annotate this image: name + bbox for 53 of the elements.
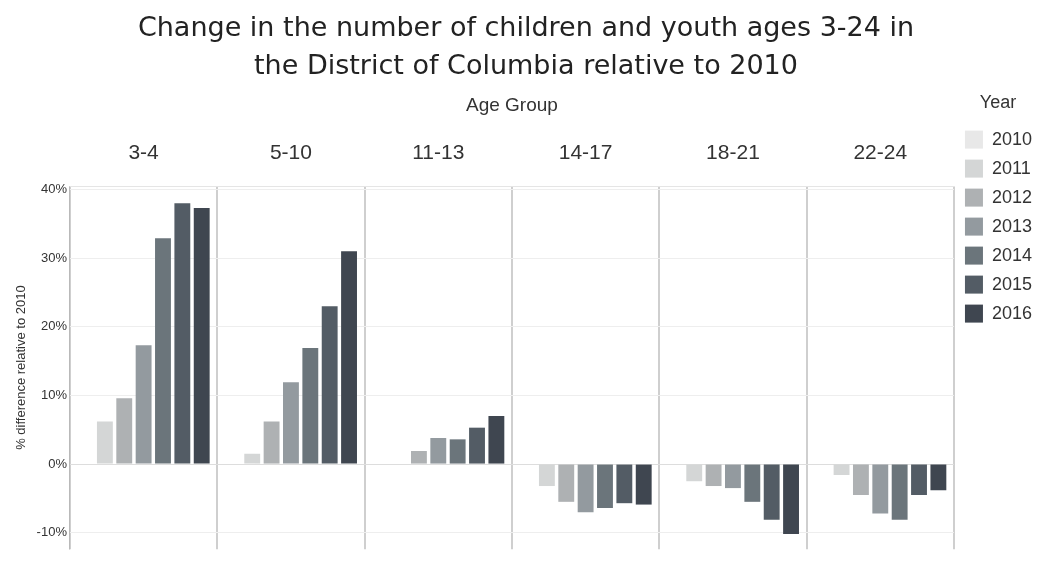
bar [469,427,485,464]
bar [891,464,908,520]
legend-label: 2015 [991,273,1032,294]
bar [577,464,594,513]
bar [302,348,319,464]
legend-title: Year [979,91,1017,112]
bar [410,451,427,464]
y-tick-label: -10% [36,524,68,540]
legend-label: 2013 [991,215,1032,236]
bar [174,203,191,464]
x-tick-label: 22-24 [853,140,908,164]
x-tick-label: 18-21 [706,140,760,164]
bar [135,345,152,464]
bar [930,464,947,491]
y-tick-label: 10% [40,386,68,402]
bar [635,464,652,505]
bar [705,464,722,487]
bar [744,464,761,502]
x-tick-label: 11-13 [412,140,465,164]
bar [852,464,869,495]
legend-label: 2014 [991,244,1032,265]
bar [341,251,357,464]
bar [597,464,613,509]
x-axis-title: Age Group [466,93,558,115]
bar [872,464,889,514]
bar [283,382,299,464]
bar [783,464,799,535]
bar [321,306,338,464]
bar [193,207,210,464]
bar [558,464,575,502]
legend-label: 2010 [991,128,1032,149]
y-axis-title: % difference relative to 2010 [13,285,29,450]
bar [616,464,633,504]
bar [263,421,280,464]
x-tick-label: 5-10 [269,140,312,164]
bar [911,464,927,495]
x-tick-label: 3-4 [128,140,160,164]
y-tick-label: 30% [40,249,68,265]
bar [725,464,741,489]
bar [763,464,780,520]
y-tick-label: 20% [40,318,68,334]
legend-label: 2012 [991,186,1032,207]
chart-title: Change in the number of children and youth ages 3-24 in the District of Columbia relative to 2010 [136,10,916,82]
bar [488,416,505,464]
y-tick-label: 0% [48,455,68,471]
legend-label: 2011 [991,157,1031,178]
bar [430,437,447,464]
bar [116,398,133,464]
x-tick-label: 14-17 [558,140,613,164]
legend-label: 2016 [991,302,1032,323]
bar [449,439,466,464]
bar [155,238,171,464]
y-tick-label: 40% [40,181,68,197]
